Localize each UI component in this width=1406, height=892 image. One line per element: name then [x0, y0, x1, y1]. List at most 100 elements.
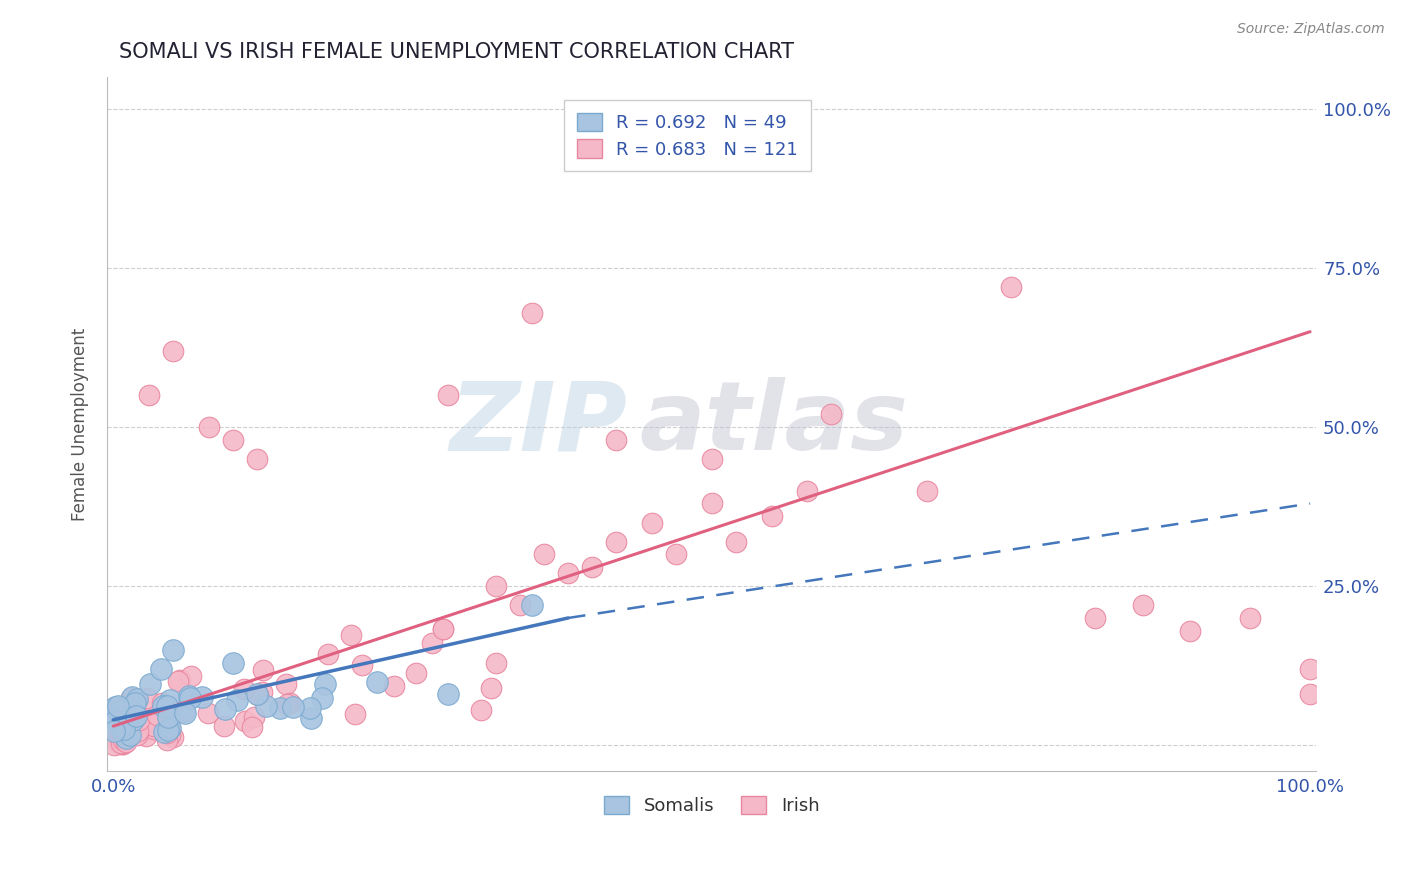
Point [115, 715, 138, 730]
Point [110, 706, 132, 720]
Point [107, 706, 129, 720]
Point [159, 728, 181, 742]
Point [111, 737, 134, 751]
Point [177, 690, 200, 704]
Point [581, 560, 603, 574]
Point [111, 731, 134, 746]
Point [114, 720, 136, 734]
Point [110, 707, 132, 722]
Point [156, 732, 179, 747]
Point [146, 707, 169, 722]
Point [533, 547, 555, 561]
Point [167, 673, 190, 688]
Point [222, 656, 245, 670]
Point [299, 711, 322, 725]
Point [1239, 611, 1261, 625]
Point [254, 699, 277, 714]
Point [246, 452, 269, 467]
Point [124, 696, 146, 710]
Point [107, 730, 129, 744]
Point [820, 408, 842, 422]
Point [103, 738, 125, 752]
Point [156, 723, 179, 737]
Point [605, 433, 627, 447]
Point [107, 699, 129, 714]
Point [121, 690, 143, 704]
Point [437, 687, 460, 701]
Point [115, 734, 138, 748]
Point [112, 701, 135, 715]
Point [485, 579, 508, 593]
Point [152, 698, 174, 713]
Point [110, 722, 132, 736]
Point [276, 697, 298, 711]
Point [111, 713, 134, 727]
Point [197, 706, 219, 720]
Point [557, 566, 579, 581]
Point [103, 711, 125, 725]
Point [128, 713, 150, 727]
Point [136, 691, 159, 706]
Point [115, 731, 138, 746]
Point [157, 719, 180, 733]
Text: atlas: atlas [640, 377, 908, 470]
Point [366, 674, 388, 689]
Point [121, 713, 143, 727]
Point [173, 705, 195, 719]
Point [179, 690, 201, 705]
Point [127, 724, 149, 739]
Point [222, 433, 245, 447]
Legend: Somalis, Irish: Somalis, Irish [595, 787, 828, 824]
Point [112, 726, 135, 740]
Point [420, 636, 443, 650]
Point [104, 702, 127, 716]
Point [520, 599, 543, 613]
Point [107, 716, 129, 731]
Point [108, 704, 131, 718]
Point [153, 719, 176, 733]
Point [235, 714, 257, 728]
Point [125, 692, 148, 706]
Point [405, 666, 427, 681]
Point [108, 731, 131, 746]
Point [233, 681, 256, 696]
Point [103, 727, 125, 741]
Point [111, 705, 134, 719]
Point [198, 420, 221, 434]
Point [124, 709, 146, 723]
Point [432, 622, 454, 636]
Point [246, 687, 269, 701]
Point [104, 707, 127, 722]
Point [484, 656, 506, 670]
Point [252, 685, 274, 699]
Point [114, 718, 136, 732]
Point [605, 534, 627, 549]
Point [1000, 280, 1022, 294]
Point [314, 676, 336, 690]
Point [276, 677, 298, 691]
Point [104, 700, 127, 714]
Point [153, 725, 176, 739]
Point [479, 681, 502, 696]
Point [107, 733, 129, 747]
Point [112, 731, 135, 746]
Point [111, 719, 134, 733]
Point [115, 705, 138, 719]
Point [641, 516, 664, 530]
Point [105, 728, 128, 742]
Point [191, 690, 214, 704]
Point [111, 731, 134, 746]
Point [252, 663, 274, 677]
Point [112, 723, 135, 737]
Point [700, 452, 723, 467]
Point [156, 710, 179, 724]
Point [915, 483, 938, 498]
Point [108, 737, 131, 751]
Point [169, 673, 191, 688]
Point [150, 696, 173, 710]
Point [150, 662, 173, 676]
Point [114, 712, 136, 726]
Point [382, 680, 405, 694]
Point [138, 388, 160, 402]
Point [240, 720, 263, 734]
